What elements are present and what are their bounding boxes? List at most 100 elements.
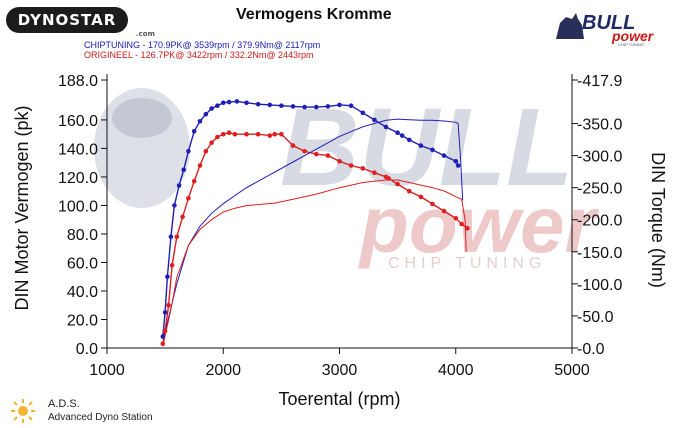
tuned-power-point — [255, 101, 261, 107]
watermark-tagline: CHIP TUNING — [388, 255, 546, 272]
stock-power-point — [465, 226, 470, 231]
stock-power-point — [459, 221, 464, 227]
tuned-power-point — [430, 147, 435, 153]
x-tick-label: 1000 — [89, 362, 125, 379]
x-axis-title: Toerental (rpm) — [278, 389, 400, 409]
stock-power-point — [407, 188, 412, 194]
stock-power-point — [325, 153, 331, 158]
stock-power-point — [314, 151, 319, 157]
tuned-power-point — [407, 137, 412, 143]
tuned-power-point — [325, 104, 331, 109]
stock-power-point — [279, 131, 284, 137]
x-tick-label: 2000 — [205, 362, 241, 379]
dynostar-logo-suffix: .com — [136, 30, 155, 38]
legend-tuned: CHIPTUNING - 170.9PK@ 3539rpm / 379.9Nm@… — [84, 40, 321, 50]
stock-power-point — [302, 149, 307, 154]
y-right-tick-label: -417.9 — [577, 73, 622, 90]
y-left-tick-label: 0.0 — [76, 341, 98, 358]
stock-power-point — [221, 131, 226, 137]
x-tick-label: 5000 — [554, 362, 590, 379]
tuned-power-point — [165, 274, 170, 280]
tuned-power-point — [348, 103, 354, 108]
tuned-power-point — [197, 119, 203, 124]
stock-power-point — [174, 234, 180, 240]
bull-power-watermark: BULL power CHIP TUNING — [94, 86, 599, 272]
tuned-power-point — [181, 167, 186, 173]
y-right-tick-label: -100.0 — [577, 277, 622, 294]
y-left-tick-label: 188.0 — [58, 73, 98, 90]
y-right-tick-label: -0.0 — [577, 341, 605, 358]
stock-power-point — [197, 163, 203, 168]
stock-power-point — [209, 140, 214, 145]
stock-power-point — [360, 166, 366, 171]
stock-power-point — [226, 130, 232, 135]
y-right-tick-label: -150.0 — [577, 245, 622, 262]
stock-power-point — [386, 176, 391, 181]
svg-text:CHIP TUNING: CHIP TUNING — [618, 42, 644, 47]
tuned-power-point — [383, 124, 389, 130]
tuned-power-point — [418, 143, 424, 148]
ads-name: A.D.S. — [48, 398, 80, 410]
y-left-tick-label: 100.0 — [58, 198, 98, 215]
y-left-tick-label: 120.0 — [58, 170, 98, 187]
y-left-tick-label: 80.0 — [67, 227, 98, 244]
tuned-power-point — [203, 111, 209, 117]
tuned-power-point — [221, 100, 226, 106]
tuned-power-point — [314, 104, 319, 110]
y-left-tick-label: 40.0 — [67, 284, 98, 301]
tuned-power-point — [302, 104, 307, 110]
chart-title: Vermogens Kromme — [236, 6, 392, 23]
y-right-tick-label: -50.0 — [577, 309, 614, 326]
stock-power-point — [215, 134, 220, 140]
stock-power-point — [272, 131, 278, 137]
y-right-tick-label: -300.0 — [577, 149, 622, 166]
watermark-power-text: power — [358, 180, 599, 269]
stock-power-point — [395, 181, 400, 187]
y-left-axis-title: DIN Motor Vermogen (pk) — [12, 105, 32, 310]
y-right-tick-label: -250.0 — [577, 181, 622, 198]
stock-power-point — [255, 131, 261, 137]
tuned-power-point — [172, 203, 177, 208]
stock-power-point — [418, 194, 424, 200]
tuned-power-point — [191, 129, 197, 134]
tuned-power-point — [360, 110, 366, 116]
stock-power-point — [372, 170, 377, 175]
y-left-tick-label: 60.0 — [67, 255, 98, 272]
tuned-power-point — [337, 102, 342, 108]
tuned-power-point — [453, 159, 459, 164]
stock-power-point — [441, 208, 447, 214]
y-right-tick-label: -350.0 — [577, 117, 622, 134]
bull-power-logo: BULL power CHIP TUNING — [556, 12, 655, 47]
stock-power-point — [232, 131, 238, 137]
stock-power-point — [180, 214, 185, 220]
stock-torque-line — [162, 179, 467, 347]
y-right-tick-label: -200.0 — [577, 213, 622, 230]
tuned-power-point — [209, 106, 214, 111]
stock-power-point — [337, 159, 342, 164]
stock-power-point — [169, 263, 175, 268]
legend-stock: ORIGINEEL - 126.7PK@ 3422rpm / 332.2Nm@ … — [84, 50, 314, 60]
tuned-power-point — [162, 310, 168, 315]
dynostar-logo: DYNOSTAR .com — [6, 7, 155, 38]
stock-power-point — [244, 131, 249, 137]
tuned-power-point — [279, 103, 284, 108]
stock-power-point — [166, 302, 171, 308]
tuned-power-point — [290, 104, 296, 109]
ads-sun-icon — [11, 399, 35, 423]
tuned-power-point — [168, 234, 174, 240]
stock-power-point — [348, 163, 354, 168]
svg-text:BULL: BULL — [582, 12, 635, 34]
stock-power-point — [191, 178, 197, 184]
tuned-torque-line — [162, 118, 464, 345]
svg-text:power: power — [611, 28, 655, 44]
stock-power-point — [186, 196, 191, 201]
stock-power-point — [162, 328, 168, 334]
ads-full-name: Advanced Dyno Station — [48, 412, 153, 423]
tuned-power-point — [176, 183, 182, 188]
y-right-axis-title: DIN Torque (Nm) — [648, 152, 668, 288]
tuned-power-point — [441, 153, 447, 158]
x-tick-label: 4000 — [438, 362, 474, 379]
x-tick-label: 3000 — [322, 362, 358, 379]
tuned-power-point — [395, 130, 400, 135]
